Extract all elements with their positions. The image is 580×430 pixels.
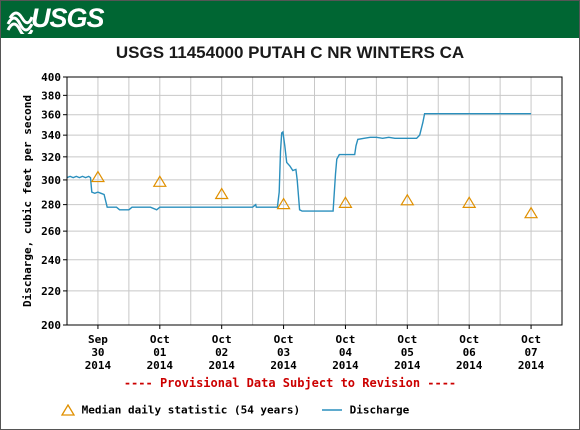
x-tick-label: 05 (401, 346, 414, 359)
legend-median-label: Median daily statistic (54 years) (81, 403, 301, 417)
median-marker (276, 197, 291, 210)
x-tick-label: 03 (277, 346, 290, 359)
series-layer (66, 113, 539, 219)
y-tick-label: 280 (41, 199, 61, 212)
chart-title: USGS 11454000 PUTAH C NR WINTERS CA (115, 43, 465, 62)
x-tick-label: 02 (215, 346, 228, 359)
usgs-banner: USGS (1, 1, 579, 38)
median-marker (524, 206, 539, 219)
y-tick-label: 320 (41, 151, 61, 164)
usgs-logo-icon (6, 11, 34, 34)
median-marker (400, 193, 415, 206)
plot-border (66, 76, 563, 326)
y-tick-label: 220 (41, 285, 61, 298)
legend-item-discharge: Discharge (321, 403, 409, 417)
legend-discharge-label: Discharge (349, 403, 410, 417)
y-tick-label: 300 (41, 174, 61, 187)
median-marker (462, 196, 477, 208)
x-tick-label: 2014 (518, 359, 545, 372)
triangle-marker-icon (60, 403, 76, 416)
legend-item-median: Median daily statistic (54 years) (60, 403, 301, 417)
median-marker (90, 170, 105, 183)
median-marker (214, 187, 229, 200)
x-tick-label: Oct (459, 333, 479, 346)
x-tick-label: 2014 (85, 359, 112, 372)
line-swatch-icon (322, 409, 342, 411)
y-tick-label: 400 (41, 71, 61, 84)
provisional-notice: ---- Provisional Data Subject to Revisio… (123, 376, 457, 390)
x-tick-label: Oct (274, 333, 294, 346)
usgs-logo-text: USGS (31, 3, 105, 33)
x-tick-label: Sep (88, 333, 108, 346)
x-tick-label: 2014 (270, 359, 297, 372)
x-tick-label: 2014 (394, 359, 421, 372)
x-tick-label: Oct (336, 333, 356, 346)
y-tick-label: 340 (41, 129, 61, 142)
y-tick-label: 360 (41, 109, 61, 122)
x-tick-label: 04 (339, 346, 353, 359)
y-tick-label: 240 (41, 254, 61, 267)
y-tick-label: 200 (41, 319, 61, 332)
x-tick-label: 2014 (456, 359, 483, 372)
x-tick-label: 2014 (208, 359, 235, 372)
x-tick-label: Oct (150, 333, 170, 346)
median-marker (152, 175, 167, 187)
x-tick-label: 07 (524, 346, 537, 359)
x-tick-label: Oct (397, 333, 417, 346)
x-tick-label: 06 (463, 346, 477, 359)
y-axis-label: Discharge, cubic feet per second (21, 95, 34, 307)
y-tick-label: 380 (41, 89, 61, 102)
x-tick-label: 01 (153, 346, 167, 359)
tick-layer: 200220240260280300320340360380400Sep3020… (41, 71, 545, 372)
x-tick-label: 2014 (332, 359, 359, 372)
y-tick-label: 260 (41, 225, 61, 238)
discharge-line (66, 113, 532, 212)
x-tick-label: 30 (91, 346, 104, 359)
x-tick-label: Oct (521, 333, 541, 346)
x-tick-label: 2014 (147, 359, 174, 372)
x-tick-label: Oct (212, 333, 232, 346)
median-marker (338, 196, 353, 208)
